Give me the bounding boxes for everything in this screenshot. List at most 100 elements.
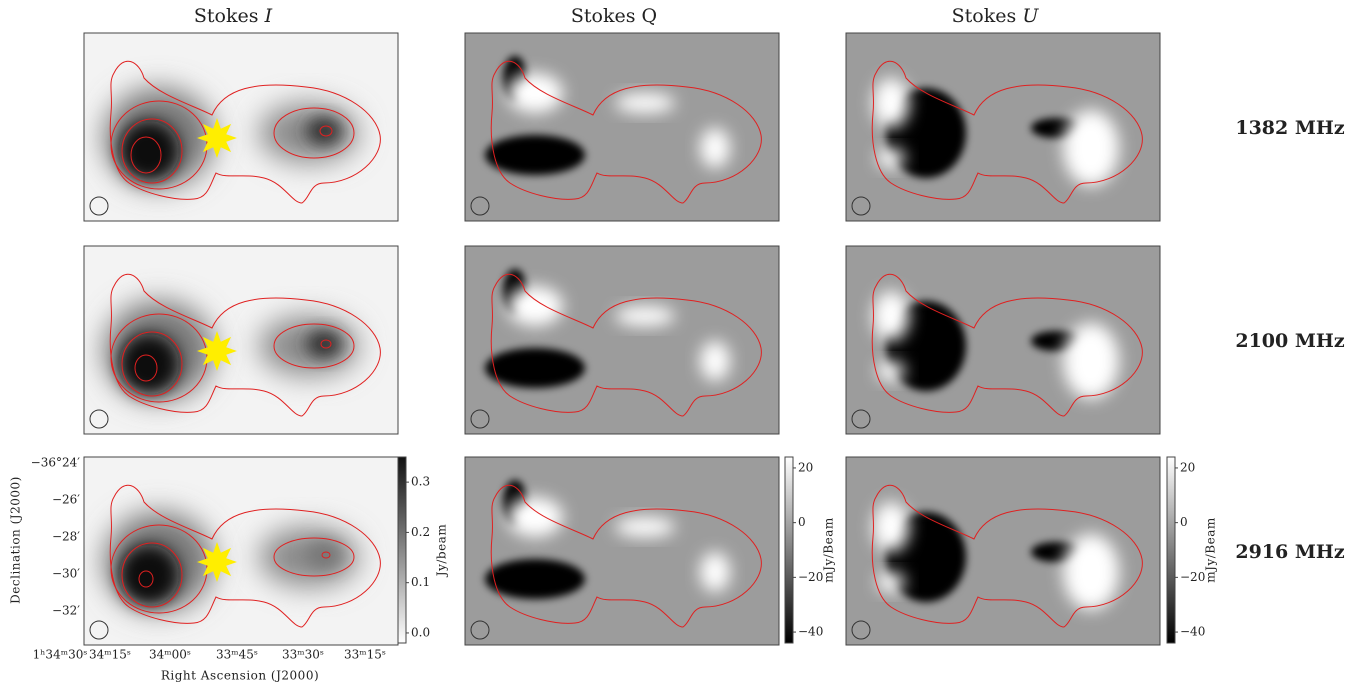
star (197, 542, 237, 582)
beam (470, 620, 490, 640)
column-title: Stokes I (194, 5, 273, 27)
panel-frame (83, 32, 399, 222)
beam (89, 620, 109, 640)
emission (615, 93, 675, 113)
contour (134, 354, 158, 382)
colorbar-tick-label: 20 (798, 460, 813, 474)
row-label: 1382 MHz (1235, 117, 1344, 139)
contour (121, 331, 183, 397)
column-prefix: Stokes (194, 5, 259, 27)
contour (273, 537, 355, 577)
beam (470, 196, 490, 216)
contour (321, 551, 331, 559)
colorbar-tick-label: 0.0 (411, 625, 430, 639)
emission (700, 341, 730, 381)
emission (507, 497, 563, 537)
colorbar-tick-label: 0 (1180, 515, 1188, 529)
column-symbol: Q (642, 5, 658, 27)
contour (138, 570, 154, 588)
map-image (84, 33, 398, 221)
colorbar (397, 456, 407, 644)
emission (877, 148, 905, 168)
column-symbol: U (1022, 5, 1039, 27)
emission (485, 559, 585, 599)
map-image (465, 246, 779, 434)
beam (851, 620, 871, 640)
emission (700, 128, 730, 168)
x-tick-label: 33ᵐ30ˢ (282, 648, 324, 662)
contour (109, 60, 381, 204)
beam (851, 409, 871, 429)
panel-frame (845, 456, 1161, 646)
beam (470, 409, 490, 429)
colorbar-tick-label: 20 (1180, 460, 1195, 474)
contour (490, 484, 762, 628)
contour (319, 125, 333, 137)
row-label: 2100 MHz (1235, 330, 1344, 352)
emission (615, 306, 675, 326)
emission (119, 334, 179, 394)
y-tick-label: −26′ (52, 493, 80, 507)
colorbar-tick-label: 0.3 (411, 475, 430, 489)
emission (873, 502, 909, 552)
emission (615, 517, 675, 537)
emission (877, 572, 905, 592)
panel-frame (464, 245, 780, 435)
x-tick-label: 33ᵐ15ˢ (344, 648, 386, 662)
y-tick-label: −28′ (52, 530, 80, 544)
map-panel (83, 32, 399, 222)
colorbar-label: mJy/Beam (822, 517, 836, 583)
colorbar-tick-label: −40 (798, 625, 823, 639)
map-panel (845, 456, 1161, 646)
map-image (846, 246, 1160, 434)
colorbar-tick-label: −20 (1180, 570, 1205, 584)
y-tick-label: −30′ (52, 567, 80, 581)
panel-frame (83, 245, 399, 435)
y-tick-label: −36°24′ (31, 456, 81, 470)
contour (121, 542, 183, 608)
colorbar (784, 456, 794, 644)
star (197, 331, 237, 371)
y-axis-label: Declination (J2000) (9, 476, 23, 604)
emission (1063, 110, 1119, 186)
contour (871, 60, 1143, 204)
x-tick-label: 33ᵐ45ˢ (216, 648, 258, 662)
panel-frame (845, 245, 1161, 435)
colorbar-label: mJy/Beam (1204, 517, 1218, 583)
emission (119, 121, 179, 181)
map-image (465, 457, 779, 645)
emission (507, 286, 563, 326)
map-image (846, 457, 1160, 645)
colorbar-tick-label: 0.1 (411, 575, 430, 589)
column-prefix: Stokes (952, 5, 1017, 27)
column-prefix: Stokes (571, 5, 636, 27)
emission (306, 117, 342, 145)
column-title: Stokes U (952, 5, 1040, 27)
map-image (84, 246, 398, 434)
colorbar-tick-label: 0.2 (411, 525, 430, 539)
contour (109, 273, 381, 417)
column-title: Stokes Q (571, 5, 657, 27)
colorbar-tick-label: 0 (798, 515, 806, 529)
map-panel (83, 456, 399, 646)
beam (89, 196, 109, 216)
map-panel (845, 245, 1161, 435)
contour (490, 273, 762, 417)
emission (877, 361, 905, 381)
colorbar-tick-label: −40 (1180, 625, 1205, 639)
colorbar-label: Jy/beam (435, 524, 449, 579)
map-panel (83, 245, 399, 435)
emission (485, 348, 585, 388)
emission (306, 330, 342, 358)
x-tick-label: 34ᵐ00ˢ (149, 648, 191, 662)
panel-frame (464, 456, 780, 646)
colorbar-tick-label: −20 (798, 570, 823, 584)
x-axis-label: Right Ascension (J2000) (161, 669, 319, 683)
emission (507, 73, 563, 113)
colorbar (1166, 456, 1176, 644)
panel-frame (464, 32, 780, 222)
contour (273, 323, 355, 369)
map-image (84, 457, 398, 645)
y-tick-label: −32′ (52, 604, 80, 618)
